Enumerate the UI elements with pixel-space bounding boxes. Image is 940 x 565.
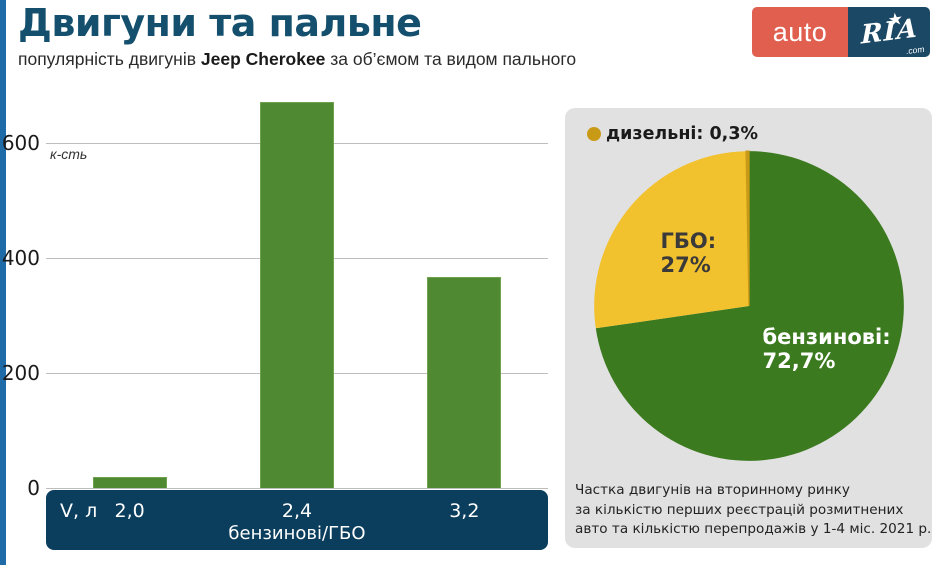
bar-2-0[interactable]: [92, 477, 167, 488]
bar-3-2[interactable]: [427, 277, 502, 488]
pie-label-gbo-value: 27%: [660, 252, 711, 277]
page-title: Двигуни та пальне: [18, 1, 422, 45]
autoria-logo[interactable]: auto ★ RIA .com: [752, 7, 930, 57]
pie-slice-dyzelni[interactable]: [744, 150, 750, 307]
caption-line-1: Частка двигунів на вторинному ринку: [575, 481, 850, 498]
bar-slot-3-2: [381, 86, 548, 488]
x-tick-3-2: 3,2: [449, 500, 480, 522]
pie-chart-panel: дизельні: 0,3% ГБО: 27% бензинові: 72,7%…: [565, 108, 932, 548]
pie-label-gbo-name: ГБО:: [660, 229, 717, 253]
x-axis-tick-row: V, л 2,0 2,4 3,2: [46, 498, 548, 524]
x-axis-group-label: бензинові/ГБО: [228, 523, 366, 544]
x-axis-bar: V, л 2,0 2,4 3,2 бензинові/ГБО: [46, 490, 548, 550]
subtitle-text-before: популярність двигунів: [18, 48, 201, 69]
pie-label-gbo: ГБО: 27%: [660, 229, 717, 277]
diesel-color-swatch-icon: [587, 127, 601, 141]
pie-graphic: ГБО: 27% бензинові: 72,7%: [591, 148, 907, 464]
y-tick-200: 200: [1, 361, 40, 385]
subtitle-text-after: за об’ємом та видом пального: [325, 48, 577, 69]
page-subtitle: популярність двигунів Jeep Cherokee за о…: [18, 48, 758, 69]
y-tick-600: 600: [1, 131, 40, 155]
bar-series: [46, 86, 548, 488]
pie-caption: Частка двигунів на вторинному ринку за к…: [575, 481, 932, 540]
y-tick-400: 400: [1, 246, 40, 270]
pie-label-benzinovi-value: 72,7%: [762, 348, 836, 373]
pie-slice-gbo[interactable]: [593, 151, 749, 329]
caption-line-3: авто та кількістю перепродажів у 1-4 міс…: [575, 521, 932, 538]
y-tick-0: 0: [27, 476, 40, 500]
header: Двигуни та пальне популярність двигунів …: [18, 1, 758, 69]
logo-ria-block: ★ RIA .com: [848, 7, 930, 57]
y-axis-unit-label: к-сть: [50, 146, 88, 162]
bar-slot-2-0: [46, 86, 213, 488]
subtitle-model-name: Jeep Cherokee: [200, 48, 326, 69]
pie-label-benzinovi: бензинові: 72,7%: [762, 325, 891, 373]
pie-legend-label: дизельні: 0,3%: [606, 124, 759, 144]
caption-line-2: за кількістю перших реєстрацій розмитнен…: [575, 501, 904, 518]
gridline-0: 0: [27, 476, 548, 500]
bar-chart-panel: к-сть 600 400 200 0: [2, 86, 556, 550]
pie-legend-diesel[interactable]: дизельні: 0,3%: [587, 124, 758, 144]
pie-slice-benzinovi[interactable]: [595, 151, 904, 461]
pie-label-benzinovi-name: бензинові:: [762, 325, 891, 349]
pie-svg: [593, 150, 904, 461]
logo-dotcom-text: .com: [905, 43, 924, 57]
bar-plot-area: к-сть 600 400 200 0: [2, 86, 548, 500]
bar-2-4[interactable]: [259, 102, 334, 488]
x-tick-2-4: 2,4: [281, 500, 313, 522]
logo-auto-text: auto: [752, 7, 848, 57]
bar-slot-2-4: [213, 86, 380, 488]
x-axis-unit-label: V, л: [60, 500, 98, 522]
x-tick-2-0: 2,0: [114, 500, 145, 522]
left-accent-strip: [0, 0, 6, 565]
